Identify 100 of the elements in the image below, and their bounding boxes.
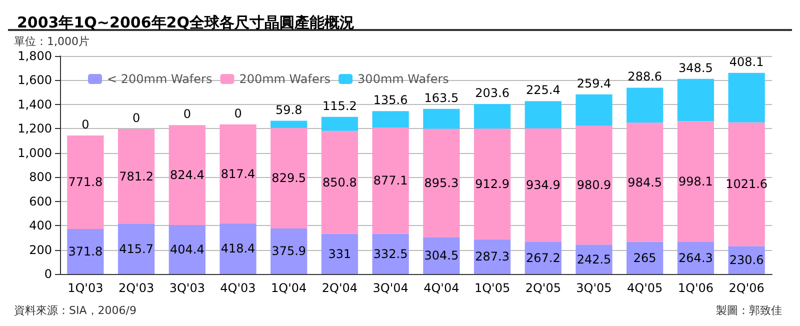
bar [321, 234, 358, 274]
chart-title: 2003年1Q~2006年2Q全球各尺寸晶圓產能概況 [17, 14, 354, 32]
bar [728, 122, 765, 246]
data-label: 230.6 [729, 253, 764, 268]
data-label: 824.4 [170, 168, 204, 182]
y-tick-label: 600 [29, 194, 52, 208]
x-tick-label: 2Q'04 [322, 281, 358, 295]
bar [67, 228, 104, 274]
data-label: 135.6 [373, 93, 408, 108]
data-label: 242.5 [576, 252, 612, 266]
bar [474, 104, 511, 129]
x-tick-label: 2Q'06 [728, 281, 764, 295]
y-axis-title: 單位：1,000片 [14, 35, 90, 48]
x-tick-label: 1Q'03 [68, 281, 104, 295]
data-label: 404.4 [170, 242, 204, 257]
y-tick-label: 1,800 [18, 49, 52, 63]
bar [626, 88, 664, 123]
data-label: 418.4 [220, 242, 256, 256]
data-label: 829.5 [272, 171, 306, 186]
x-tick-label: 4Q'05 [627, 281, 663, 295]
x-tick-label: 1Q'06 [678, 281, 714, 295]
bar [576, 94, 612, 126]
bar [168, 125, 206, 226]
bar [220, 223, 256, 274]
bar [321, 116, 358, 131]
data-label: 850.8 [322, 175, 357, 190]
bar [321, 130, 358, 234]
data-label: 287.3 [475, 250, 510, 264]
data-label: 225.4 [526, 83, 560, 98]
x-tick-label: 1Q'04 [271, 281, 307, 295]
x-tick-label: 3Q'05 [576, 281, 612, 295]
data-label: 0 [82, 117, 90, 132]
bar [372, 128, 409, 234]
data-label: 331 [328, 246, 352, 261]
data-label: 934.9 [526, 178, 560, 192]
bar [270, 128, 308, 228]
bar [423, 108, 460, 129]
y-tick-label: 400 [29, 218, 52, 233]
data-label: 0 [234, 106, 242, 120]
data-label: 203.6 [475, 86, 510, 100]
legend-label: 200mm Wafers [239, 72, 331, 86]
y-tick-label: 0 [44, 267, 52, 281]
bar [372, 111, 409, 128]
y-tick-label: 800 [29, 170, 52, 184]
data-label: 348.5 [678, 60, 713, 75]
data-label: 912.9 [475, 176, 510, 191]
data-label: 781.2 [119, 169, 154, 184]
data-label: 1021.6 [726, 177, 768, 192]
data-label: 771.8 [68, 175, 103, 190]
data-label: 332.5 [373, 246, 408, 261]
bar [67, 135, 104, 229]
bar [220, 124, 256, 224]
bar [423, 237, 460, 274]
data-label: 264.3 [678, 250, 713, 265]
data-label: 115.2 [322, 98, 357, 113]
data-label: 59.8 [276, 102, 302, 117]
x-tick-label: 3Q'03 [169, 281, 205, 295]
x-tick-label: 4Q'03 [220, 281, 256, 295]
text: 製圖：郭致佳 [716, 304, 782, 317]
data-label: 375.9 [272, 244, 306, 258]
bar [576, 244, 612, 274]
legend-label: < 200mm Wafers [107, 72, 212, 86]
data-label: 980.9 [576, 178, 612, 192]
bar [474, 128, 511, 240]
y-tick-label: 1,000 [18, 146, 52, 160]
data-label: 288.6 [628, 70, 662, 84]
data-label: 0 [183, 107, 191, 122]
bar [118, 129, 155, 224]
bar [677, 78, 714, 122]
bar [270, 228, 308, 274]
legend-label: 300mm Wafers [358, 72, 449, 86]
source-note: 資料來源：SIA，2006/9 [14, 304, 136, 317]
y-tick-label: 1,200 [18, 122, 52, 136]
bar [626, 122, 664, 242]
x-tick-label: 2Q'03 [118, 281, 154, 295]
bar [474, 239, 511, 274]
data-label: 877.1 [373, 174, 408, 188]
y-tick-label: 1,600 [18, 73, 52, 88]
data-label: 259.4 [576, 76, 612, 90]
bar [168, 225, 206, 274]
bar [372, 234, 409, 274]
y-tick-label: 1,400 [18, 97, 52, 112]
x-tick-label: 2Q'05 [525, 281, 561, 295]
bar [524, 128, 562, 242]
x-tick-label: 3Q'04 [372, 281, 408, 295]
data-label: 0 [132, 111, 140, 126]
data-label: 895.3 [424, 176, 459, 190]
bar [118, 224, 155, 274]
data-label: 267.2 [526, 250, 560, 265]
data-label: 304.5 [424, 248, 459, 263]
data-label: 371.8 [68, 244, 103, 258]
data-label: 984.5 [628, 175, 662, 190]
x-tick-label: 1Q'05 [474, 281, 510, 295]
data-label: 998.1 [678, 174, 713, 189]
bar [626, 242, 664, 274]
bar [524, 101, 562, 128]
bar [524, 242, 562, 274]
data-label: 408.1 [729, 54, 764, 69]
bar [423, 128, 460, 238]
y-tick-label: 200 [29, 242, 52, 257]
